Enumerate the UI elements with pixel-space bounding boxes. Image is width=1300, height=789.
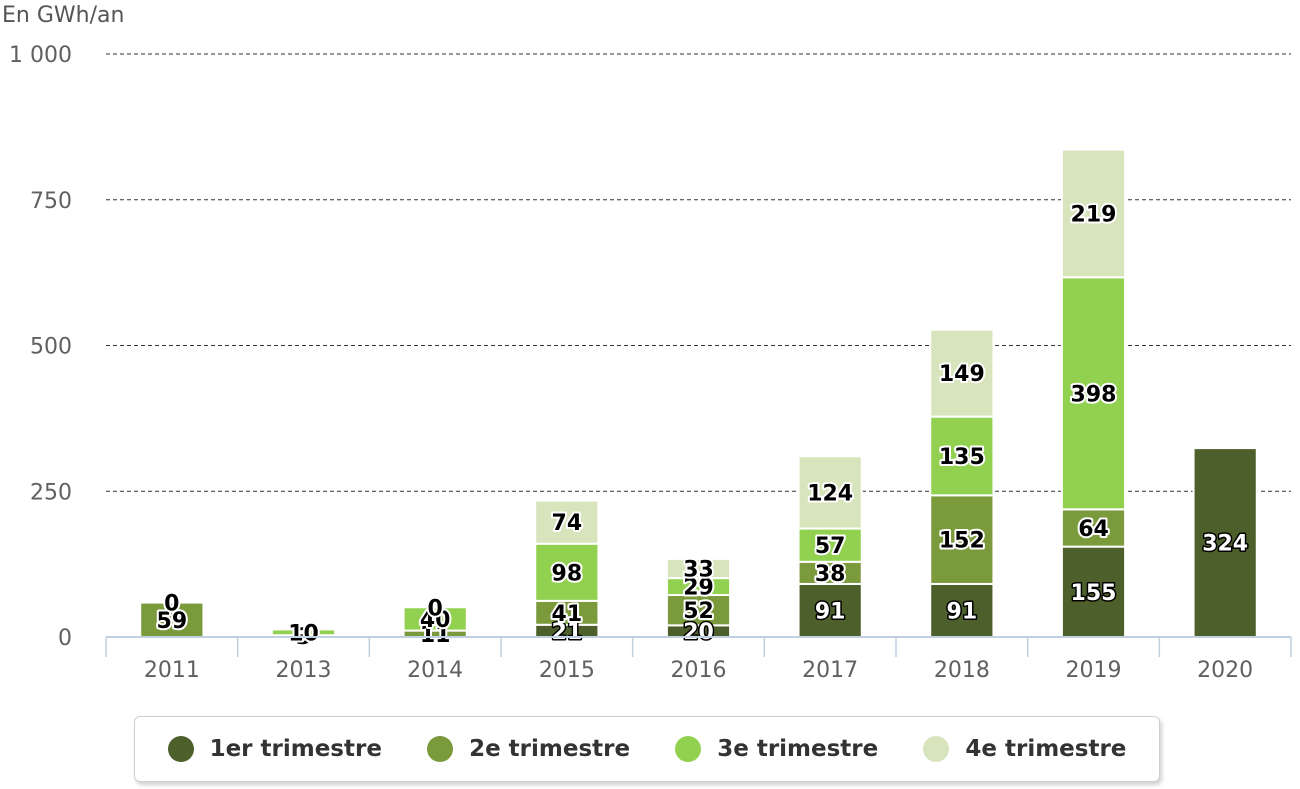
y-tick-label: 250 (30, 480, 72, 505)
bar-2019-series-1[interactable] (1060, 545, 1127, 639)
bar-2020-series-1[interactable] (1192, 447, 1258, 638)
x-tick-label: 2020 (1197, 658, 1253, 683)
y-tick-label: 0 (58, 626, 72, 651)
bar-2018-series-1[interactable] (929, 582, 995, 639)
data-label-2015-series-4: 74 (552, 511, 583, 536)
legend-marker (167, 736, 194, 762)
bar-2019-series-3[interactable] (1060, 276, 1127, 511)
bar-2018-series-2[interactable] (929, 494, 995, 585)
data-label-2017-series-1: 91 (815, 599, 846, 624)
legend: 1er trimestre 2e trimestre 3e trimestre … (134, 716, 1160, 782)
legend-item-1er-trimestre[interactable]: 1er trimestre (167, 736, 382, 762)
x-tick-label: 2017 (802, 658, 858, 683)
data-label-2018-series-1: 91 (947, 599, 978, 624)
legend-marker (923, 736, 950, 762)
x-tick-label: 2014 (407, 658, 463, 683)
legend-item-2e-trimestre[interactable]: 2e trimestre (427, 736, 630, 762)
legend-item-3e-trimestre[interactable]: 3e trimestre (675, 736, 878, 762)
bar-2016-series-4[interactable] (665, 557, 732, 580)
data-label-2018-series-4: 149 (939, 362, 985, 387)
y-tick-label: 500 (30, 335, 72, 360)
data-label-2016-series-3: 29 (683, 576, 714, 601)
data-label-2016-series-1: 20 (683, 620, 714, 645)
data-label-2020-series-1: 324 (1202, 532, 1248, 557)
data-label-2018-series-2: 152 (939, 529, 985, 554)
data-label-2015-series-1: 21 (552, 620, 583, 645)
bar-2013-series-3[interactable] (270, 628, 337, 637)
bar-2018-series-3[interactable] (929, 415, 995, 497)
data-label-2019-series-4: 219 (1071, 202, 1117, 227)
legend-item-4e-trimestre[interactable]: 4e trimestre (923, 736, 1126, 762)
bar-2015-series-4[interactable] (534, 499, 600, 545)
y-axis-title: En GWh/an (2, 3, 124, 28)
x-tick-label: 2011 (144, 658, 200, 683)
data-label-2019-series-1: 155 (1071, 581, 1117, 606)
data-label-2011-series-3: 0 (164, 592, 179, 617)
legend-label: 4e trimestre (965, 736, 1127, 762)
data-label-2017-series-3: 57 (815, 534, 846, 559)
data-label-2016-series-2: 52 (683, 599, 714, 624)
data-label-2019-series-2: 64 (1078, 517, 1109, 542)
data-label-2015-series-2: 41 (552, 602, 583, 627)
data-label-2019-series-3: 398 (1071, 382, 1117, 407)
x-axis: 2011 2013 2014 2015 2016 2017 2018 2019 2020 (105, 636, 1292, 683)
data-label-2017-series-4: 124 (807, 481, 853, 506)
legend-label: 3e trimestre (717, 736, 879, 762)
bars (139, 148, 1258, 639)
bar-2019-series-2[interactable] (1060, 508, 1127, 548)
x-tick-label: 2019 (1066, 658, 1122, 683)
data-label-2017-series-2: 38 (815, 562, 846, 587)
data-label-2015-series-3: 98 (552, 561, 583, 586)
y-tick-label: 1 000 (9, 43, 72, 68)
x-tick-label: 2013 (276, 658, 332, 683)
y-tick-label: 750 (30, 189, 72, 214)
data-label-2016-series-4: 33 (683, 557, 714, 582)
bar-2017-series-3[interactable] (797, 527, 863, 563)
data-label-2011-series-2: 59 (157, 609, 188, 634)
legend-marker (675, 736, 702, 762)
x-tick-label: 2015 (539, 658, 595, 683)
bar-2018-series-4[interactable] (929, 328, 995, 418)
x-tick-label: 2018 (934, 658, 990, 683)
data-label-2014-series-3: 40 (420, 608, 451, 633)
data-label-2013-series-3: 10 (288, 621, 319, 646)
legend-label: 1er trimestre (209, 736, 382, 762)
data-label-2014-series-2: 11 (420, 623, 451, 648)
legend-marker (427, 736, 454, 762)
data-label-2014-series-4: 0 (428, 596, 443, 621)
bar-2016-series-2[interactable] (665, 594, 732, 627)
bar-2019-series-4[interactable] (1060, 148, 1127, 279)
legend-label: 2e trimestre (469, 736, 631, 762)
data-label-2018-series-3: 135 (939, 445, 985, 470)
bar-2015-series-3[interactable] (534, 542, 600, 602)
x-tick-label: 2016 (671, 658, 727, 683)
bar-2017-series-4[interactable] (797, 455, 863, 530)
bar-2011-series-2[interactable] (139, 601, 205, 639)
bar-2014-series-3[interactable] (402, 606, 468, 632)
